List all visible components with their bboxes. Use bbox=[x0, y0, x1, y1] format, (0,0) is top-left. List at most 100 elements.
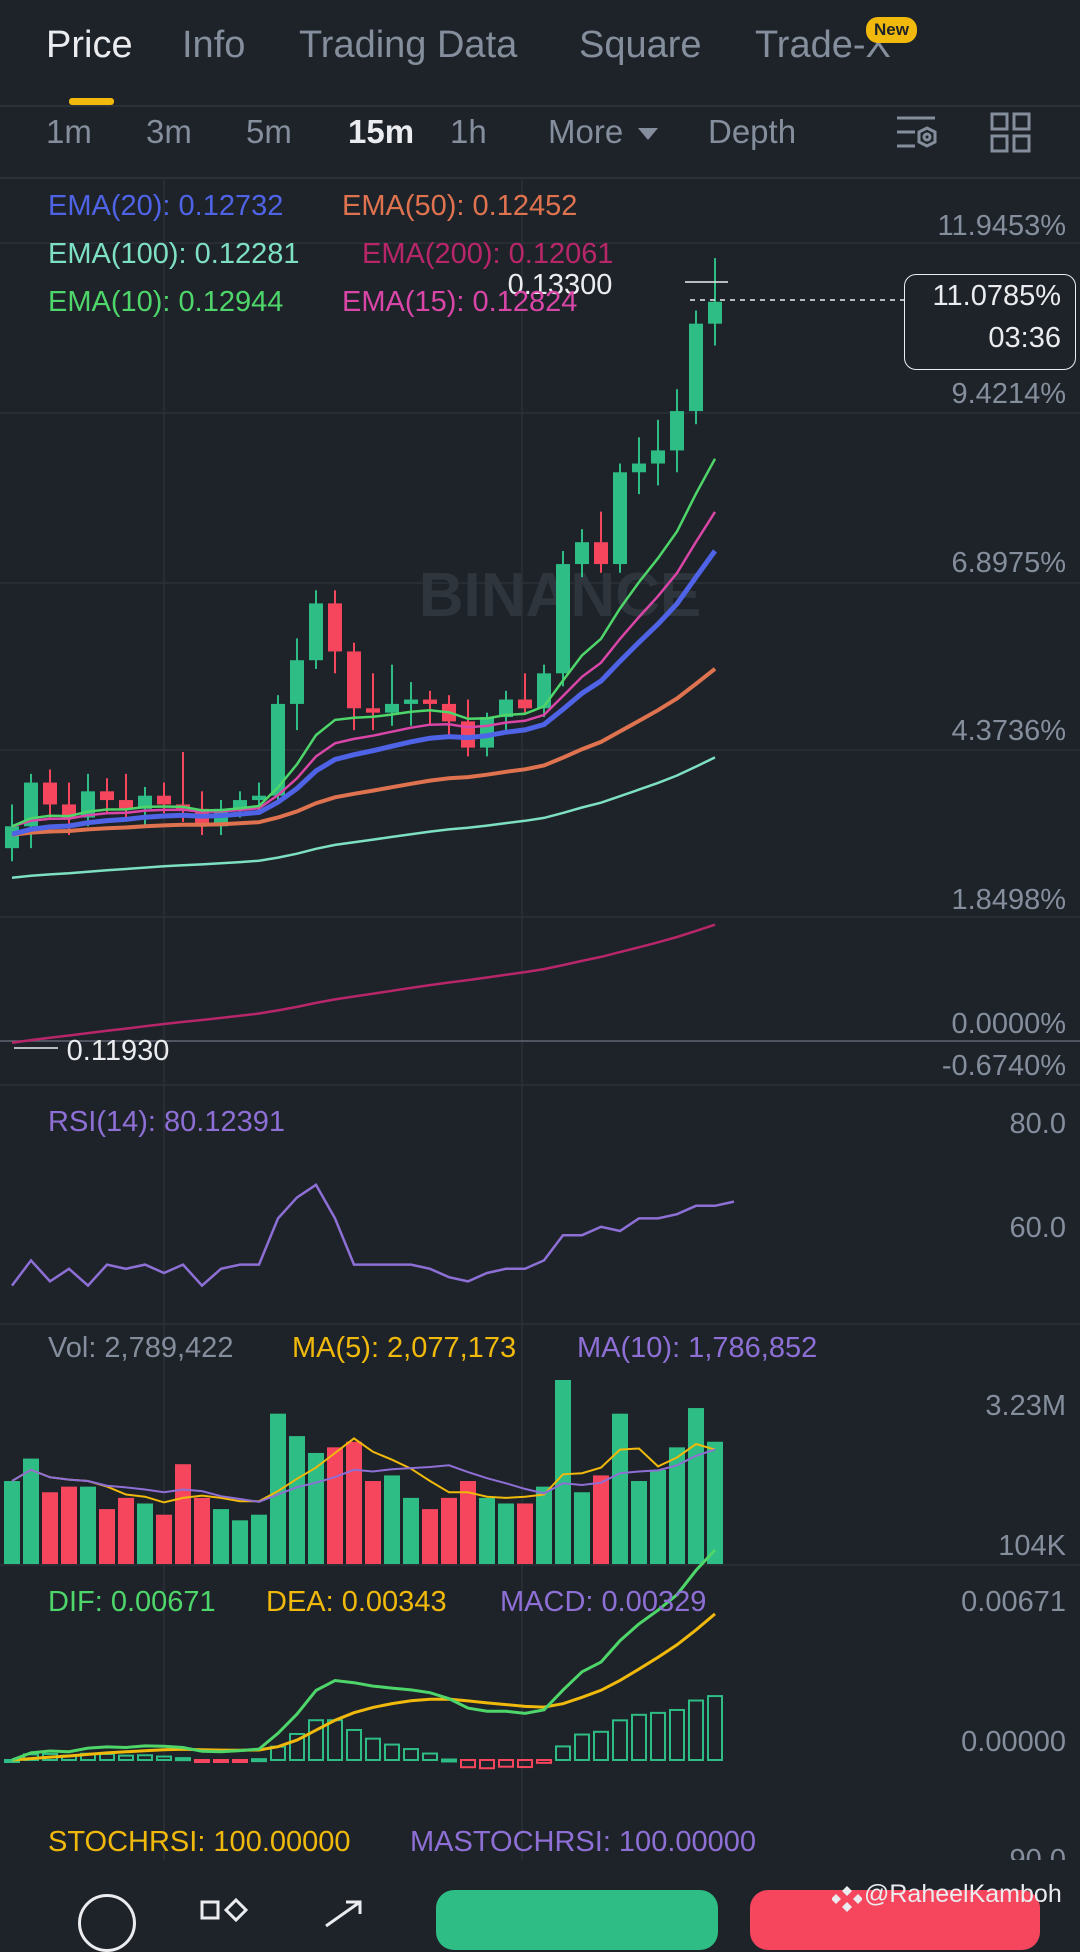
candle-body bbox=[556, 564, 570, 674]
price-axis-label: 6.8975% bbox=[951, 547, 1067, 579]
interval-15m[interactable]: 15m bbox=[348, 113, 415, 150]
tab-info[interactable]: Info bbox=[182, 24, 246, 66]
candle-countdown: 03:36 bbox=[988, 322, 1061, 354]
volume-bar bbox=[213, 1509, 229, 1564]
share-arrow-icon[interactable] bbox=[320, 1898, 370, 1933]
candle-body bbox=[708, 301, 722, 324]
macd-axis-label: 0.00000 bbox=[961, 1726, 1066, 1758]
candle-body bbox=[651, 450, 665, 464]
ema100-legend: EMA(100): 0.12281 bbox=[48, 238, 300, 270]
price-axis-label: 1.8498% bbox=[951, 884, 1067, 916]
active-tab-indicator bbox=[69, 98, 114, 105]
macd-histogram-bar bbox=[365, 1737, 381, 1762]
macd-histogram-bar bbox=[498, 1759, 514, 1768]
current-percent: 11.0785% bbox=[932, 280, 1061, 312]
volume-bar bbox=[403, 1497, 419, 1564]
volume-bar bbox=[232, 1520, 248, 1564]
macd-histogram-bar bbox=[460, 1759, 476, 1769]
volume-bar bbox=[23, 1458, 39, 1564]
candle-body bbox=[366, 708, 380, 713]
volume-bar bbox=[156, 1514, 172, 1564]
macd-histogram-bar bbox=[384, 1743, 400, 1762]
candle-body bbox=[138, 795, 152, 809]
macd-histogram-bar bbox=[251, 1758, 267, 1763]
rsi-line bbox=[11, 1183, 735, 1288]
volume-ma5-line bbox=[11, 1437, 716, 1504]
widgets-icon[interactable] bbox=[200, 1897, 250, 1933]
rsi-axis-label: 80.0 bbox=[1009, 1108, 1066, 1140]
volume-bar bbox=[42, 1492, 58, 1564]
interval-1h[interactable]: 1h bbox=[450, 113, 487, 150]
volume-bar bbox=[308, 1452, 324, 1564]
ema10-legend: EMA(10): 0.12944 bbox=[48, 286, 284, 318]
volume-bar bbox=[688, 1408, 704, 1564]
macd-histogram-bar bbox=[441, 1758, 457, 1763]
current-price-tag: 11.0785% 03:36 bbox=[904, 274, 1076, 370]
ema100-line bbox=[11, 756, 716, 879]
candle-body bbox=[385, 703, 399, 713]
interval-3m[interactable]: 3m bbox=[146, 113, 192, 150]
volume-bar bbox=[422, 1509, 438, 1564]
more-dropdown[interactable]: More bbox=[548, 113, 659, 151]
macd-histogram-bar bbox=[156, 1755, 172, 1761]
macd-dea-line bbox=[11, 1612, 716, 1762]
candle-body bbox=[24, 782, 38, 827]
macd-histogram-bar bbox=[479, 1759, 495, 1770]
ema20-legend: EMA(20): 0.12732 bbox=[48, 190, 284, 222]
candle-body bbox=[499, 699, 513, 718]
macd-histogram-bar bbox=[194, 1759, 210, 1763]
volume-bar bbox=[631, 1481, 647, 1564]
volume-bar bbox=[441, 1497, 457, 1564]
ema15-line bbox=[11, 511, 717, 828]
candle-body bbox=[252, 795, 266, 801]
volume-bar bbox=[346, 1441, 362, 1564]
macd-histogram-bar bbox=[612, 1719, 628, 1762]
top-tab-bar: Price Info Trading Data Square Trade-X N… bbox=[0, 0, 1080, 106]
candle-body bbox=[423, 699, 437, 704]
tab-trading-data[interactable]: Trading Data bbox=[299, 24, 518, 66]
chart-settings-icon[interactable] bbox=[895, 112, 941, 159]
macd-histogram-bar bbox=[650, 1711, 666, 1761]
volume-bar bbox=[4, 1481, 20, 1564]
ema50-line bbox=[11, 667, 717, 837]
low-price-label: 0.11930 bbox=[67, 1035, 170, 1067]
volume-bar bbox=[460, 1481, 476, 1564]
tab-square[interactable]: Square bbox=[579, 24, 702, 66]
volume-axis-label: 3.23M bbox=[985, 1390, 1066, 1422]
interval-5m[interactable]: 5m bbox=[246, 113, 292, 150]
more-label: More bbox=[548, 113, 624, 150]
volume-ma10-line bbox=[11, 1448, 716, 1503]
volume-bar bbox=[574, 1492, 590, 1564]
chart-canvas[interactable]: BINANCE 0.13300 0.11930 bbox=[0, 180, 1080, 1860]
ema15-legend: EMA(15): 0.12824 bbox=[342, 286, 578, 318]
candle-body bbox=[518, 699, 532, 709]
candle-body bbox=[404, 699, 418, 704]
volume-bar bbox=[384, 1475, 400, 1564]
macd-histogram-bar bbox=[422, 1752, 438, 1762]
mastochrsi-legend: MASTOCHRSI: 100.00000 bbox=[410, 1826, 757, 1858]
volume-legend: Vol: 2,789,422 bbox=[48, 1332, 234, 1364]
volume-ma5-legend: MA(5): 2,077,173 bbox=[292, 1332, 517, 1364]
candle-body bbox=[43, 782, 57, 805]
volume-bar bbox=[536, 1486, 552, 1564]
volume-bar bbox=[365, 1481, 381, 1564]
credit-watermark: @RaheelKamboh bbox=[864, 1880, 1062, 1908]
buy-button[interactable] bbox=[436, 1890, 718, 1950]
macd-histogram-bar bbox=[688, 1699, 704, 1761]
interval-1m[interactable]: 1m bbox=[46, 113, 92, 150]
layout-grid-icon[interactable] bbox=[990, 112, 1032, 159]
candle-body bbox=[575, 542, 589, 565]
caret-down-icon bbox=[638, 128, 659, 141]
macd-dea-legend: DEA: 0.00343 bbox=[266, 1586, 447, 1618]
tab-price[interactable]: Price bbox=[46, 24, 133, 66]
depth-tab[interactable]: Depth bbox=[708, 113, 797, 150]
candle-body bbox=[537, 673, 551, 709]
volume-bar bbox=[118, 1497, 134, 1564]
macd-value-legend: MACD: 0.00329 bbox=[500, 1586, 707, 1618]
volume-bar bbox=[498, 1503, 514, 1564]
more-options-icon[interactable] bbox=[78, 1894, 136, 1952]
macd-histogram-bar bbox=[517, 1759, 533, 1769]
volume-bar bbox=[289, 1436, 305, 1564]
macd-histogram-bar bbox=[327, 1719, 343, 1761]
volume-bar bbox=[327, 1447, 343, 1564]
